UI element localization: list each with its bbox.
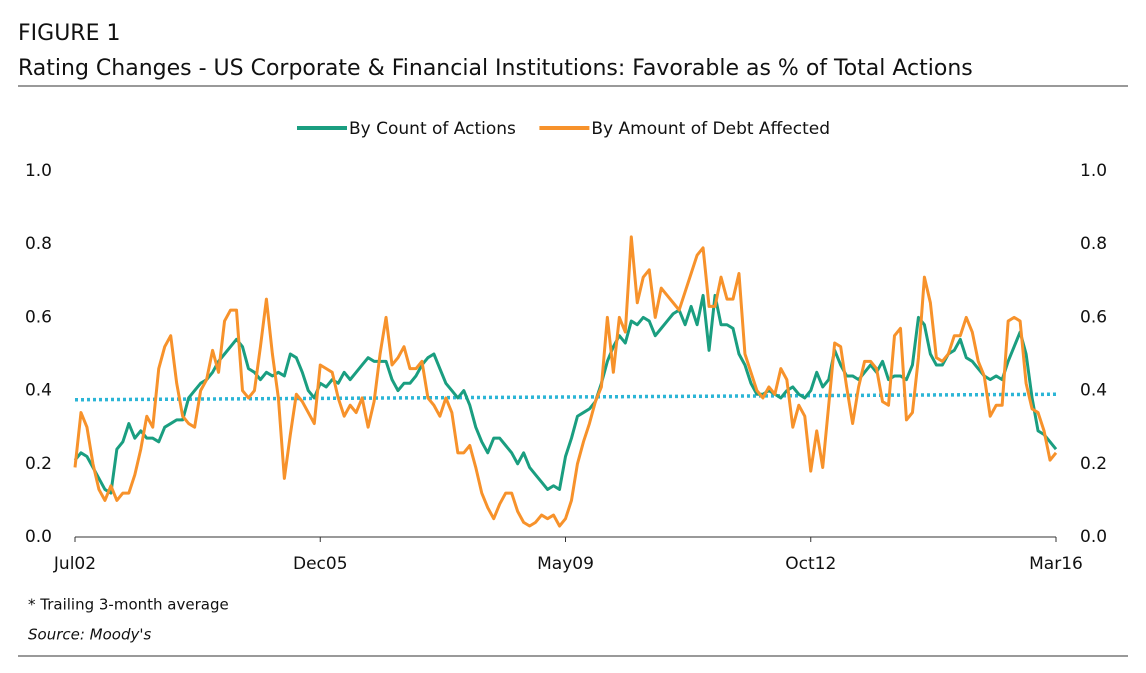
footnote: * Trailing 3-month average — [28, 596, 229, 614]
x-tick-label: May09 — [537, 554, 594, 574]
y2-tick-label: 0.6 — [1080, 307, 1107, 327]
source: Source: Moody's — [28, 626, 151, 644]
y-tick-label: 0.0 — [25, 527, 52, 547]
x-tick-label: Jul02 — [53, 554, 96, 574]
y-tick-label: 1.0 — [25, 161, 52, 181]
y-tick-label: 0.2 — [25, 454, 52, 474]
y-tick-label: 0.4 — [25, 381, 52, 401]
series-line — [73, 293, 1058, 495]
y2-tick-label: 0.8 — [1080, 234, 1107, 254]
x-tick-label: Dec05 — [293, 554, 348, 574]
reference-line — [74, 392, 1057, 402]
y2-tick-label: 0.2 — [1080, 454, 1107, 474]
series-line — [73, 235, 1058, 528]
y2-tick-label: 0.4 — [1080, 381, 1107, 401]
chart-title: Rating Changes - US Corporate & Financia… — [18, 56, 973, 81]
y2-tick-label: 1.0 — [1080, 161, 1107, 181]
y2-tick-label: 0.0 — [1080, 527, 1107, 547]
y-tick-label: 0.8 — [25, 234, 52, 254]
x-tick-label: Mar16 — [1029, 554, 1083, 574]
legend-label: By Count of Actions — [349, 119, 516, 139]
y-tick-label: 0.6 — [25, 307, 52, 327]
x-tick-label: Oct12 — [785, 554, 836, 574]
figure-label: FIGURE 1 — [18, 21, 120, 46]
legend-label: By Amount of Debt Affected — [591, 119, 830, 139]
